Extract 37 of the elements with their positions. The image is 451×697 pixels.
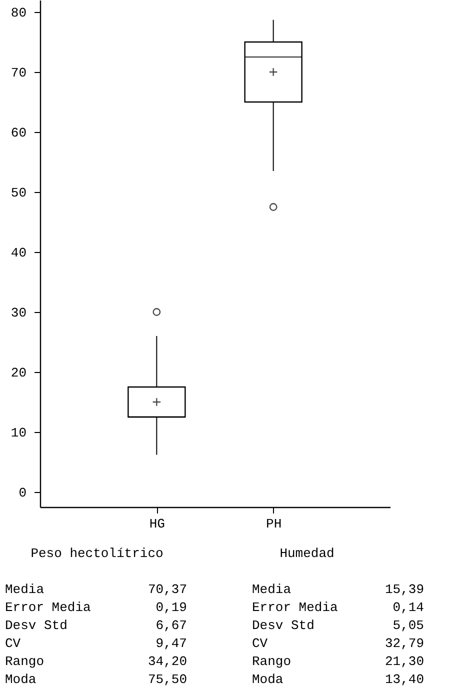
y-tick-label: 70 <box>10 66 26 80</box>
text: 21,30 <box>384 654 424 669</box>
text: Error Media <box>5 600 92 615</box>
text: Error Media <box>252 600 338 615</box>
text: 9,47 <box>156 636 187 651</box>
y-tick-label: 40 <box>10 246 26 260</box>
y-tick-label: 0 <box>18 486 26 500</box>
text: 70,37 <box>148 582 187 597</box>
text: Desv Std <box>252 618 314 633</box>
text: CV <box>252 636 268 651</box>
text: CV <box>5 636 21 651</box>
text: Desv Std <box>5 618 68 633</box>
y-tick-label: 20 <box>10 366 26 380</box>
text: Moda <box>5 672 36 687</box>
text: Humedad <box>280 546 334 561</box>
text: Media <box>252 582 292 597</box>
text: Media <box>5 582 44 597</box>
x-tick-label: PH <box>266 516 282 532</box>
text: 75,50 <box>148 672 187 687</box>
text: 6,67 <box>156 618 187 633</box>
y-tick-label: 60 <box>10 126 26 140</box>
text: Rango <box>252 654 292 669</box>
text: Peso hectolítrico <box>30 546 164 561</box>
text: 13,40 <box>384 672 424 687</box>
y-tick-label: 10 <box>10 426 26 440</box>
text: 15,39 <box>384 582 424 597</box>
text: Rango <box>5 654 44 669</box>
text: 34,20 <box>148 654 187 669</box>
text: 0,19 <box>156 600 187 615</box>
y-tick-label: 30 <box>10 306 26 320</box>
text: 0,14 <box>392 600 424 615</box>
y-tick-label: 50 <box>10 186 26 200</box>
x-tick-label: HG <box>149 516 165 532</box>
text: Moda <box>252 672 284 687</box>
y-tick-label: 80 <box>10 6 26 20</box>
text: 5,05 <box>392 618 424 633</box>
text: 32,79 <box>384 636 424 651</box>
